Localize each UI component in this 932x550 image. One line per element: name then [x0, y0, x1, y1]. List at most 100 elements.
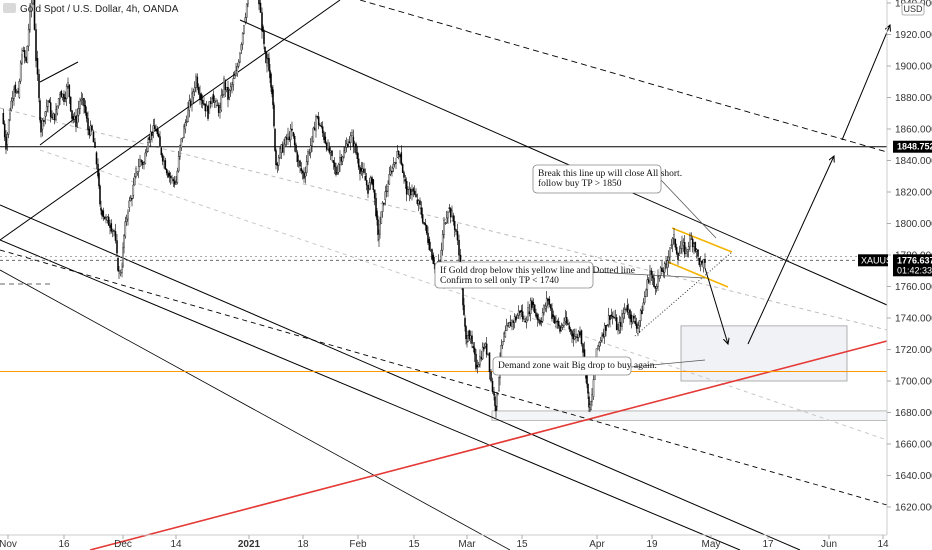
- candle-body: [39, 100, 41, 121]
- candle-body: [359, 166, 361, 174]
- candle-body: [615, 317, 618, 330]
- candle-body: [463, 304, 465, 316]
- candle-body: [113, 230, 115, 232]
- candle-body: [601, 335, 603, 341]
- candle-body: [545, 298, 548, 307]
- candle-body: [219, 107, 221, 113]
- candle-body: [487, 353, 489, 355]
- candle-body: [279, 148, 281, 159]
- candle-body: [184, 122, 187, 130]
- candle-body: [343, 150, 345, 158]
- annotation-callout-2[interactable]: If Gold drop below this yellow line and …: [434, 261, 706, 289]
- candle-body: [268, 57, 270, 71]
- candle-body: [25, 57, 27, 62]
- candle-body: [544, 305, 547, 309]
- candle-body: [417, 200, 420, 204]
- candle-body: [485, 343, 488, 355]
- candle-body: [109, 225, 111, 228]
- candle-body: [351, 132, 353, 137]
- candle-body: [247, 0, 249, 5]
- candle-body: [588, 396, 590, 408]
- candle-body: [341, 156, 344, 162]
- candle-body: [53, 113, 56, 121]
- candle-body: [476, 365, 479, 368]
- time-tick-label: 18: [297, 539, 309, 550]
- candle-body: [592, 379, 595, 397]
- price-tick-label: 1840.000: [895, 156, 932, 167]
- candle-body: [691, 238, 694, 248]
- candle-body: [262, 26, 264, 32]
- candle-body: [517, 310, 520, 316]
- candle-body: [507, 323, 509, 326]
- candle-body: [552, 314, 555, 317]
- candle-body: [129, 197, 132, 202]
- candle-body: [387, 186, 389, 192]
- price-tick-label: 1920.000: [895, 30, 932, 41]
- currency-badge[interactable]: USD: [901, 2, 925, 16]
- candle-body: [88, 128, 91, 136]
- callout-text: Demand zone wait Big drop to buy again.: [498, 361, 657, 371]
- candle-body: [281, 144, 284, 153]
- rising-trendline: [0, 0, 341, 241]
- candle-body: [630, 314, 633, 323]
- candle-body: [352, 136, 355, 147]
- candle-body: [444, 222, 447, 224]
- candle-body: [495, 405, 497, 411]
- candle-body: [633, 315, 635, 319]
- arrows-layer: [704, 25, 890, 345]
- candle-body: [494, 396, 496, 406]
- candle-body: [164, 160, 167, 170]
- candle-body: [560, 326, 563, 331]
- candle-body: [369, 177, 372, 183]
- candle-body: [52, 113, 55, 120]
- candle-body: [156, 128, 159, 135]
- candle-body: [177, 156, 180, 172]
- candle-body: [327, 142, 329, 150]
- candle-body: [661, 267, 663, 272]
- candle-body: [606, 324, 609, 327]
- time-tick-label: 14: [170, 539, 182, 550]
- candle-body: [36, 57, 39, 75]
- time-tick-label: Mar: [458, 539, 476, 550]
- candle-body: [159, 136, 161, 147]
- candle-body: [272, 89, 274, 106]
- annotation-callout-1[interactable]: Break this line up will close All short.…: [532, 164, 717, 239]
- candle-body: [240, 44, 243, 51]
- candle-body: [111, 230, 114, 232]
- candle-body: [152, 125, 155, 133]
- early-flag-bottom: [39, 115, 79, 146]
- candle-body: [273, 104, 275, 127]
- candle-body: [521, 311, 524, 320]
- candle-body: [407, 189, 409, 195]
- price-tick-label: 1860.000: [895, 125, 932, 136]
- candle-body: [132, 184, 135, 196]
- candle-body: [479, 355, 481, 365]
- candle-body: [453, 220, 456, 230]
- candle-body: [373, 189, 376, 199]
- candle-body: [617, 328, 619, 330]
- candle-body: [667, 256, 670, 261]
- time-axis[interactable]: Nov 16 Dec 14 2021 18 Feb 15 Mar 15 Apr 19 May 17 Jun 1…: [0, 535, 889, 550]
- candle-body: [364, 176, 367, 181]
- candle-body: [114, 231, 117, 241]
- candle-body: [143, 162, 145, 165]
- candle-body: [305, 161, 308, 173]
- candle-body: [621, 313, 623, 327]
- candle-body: [287, 133, 289, 140]
- candle-body: [575, 334, 577, 337]
- candle-body: [556, 320, 559, 323]
- candle-body: [215, 100, 217, 102]
- flag-lower-yellow-line: [667, 261, 729, 288]
- candle-body: [569, 328, 572, 332]
- buy-target-arrow: [747, 156, 834, 345]
- candle-body: [297, 160, 300, 163]
- candle-body: [349, 135, 352, 143]
- price-tick-label: 1680.000: [895, 408, 932, 419]
- candle-body: [513, 316, 516, 323]
- candle-body: [145, 151, 148, 154]
- annotation-callout-3[interactable]: Demand zone wait Big drop to buy again.: [492, 356, 706, 376]
- candle-body: [136, 171, 139, 174]
- candle-body: [361, 168, 364, 172]
